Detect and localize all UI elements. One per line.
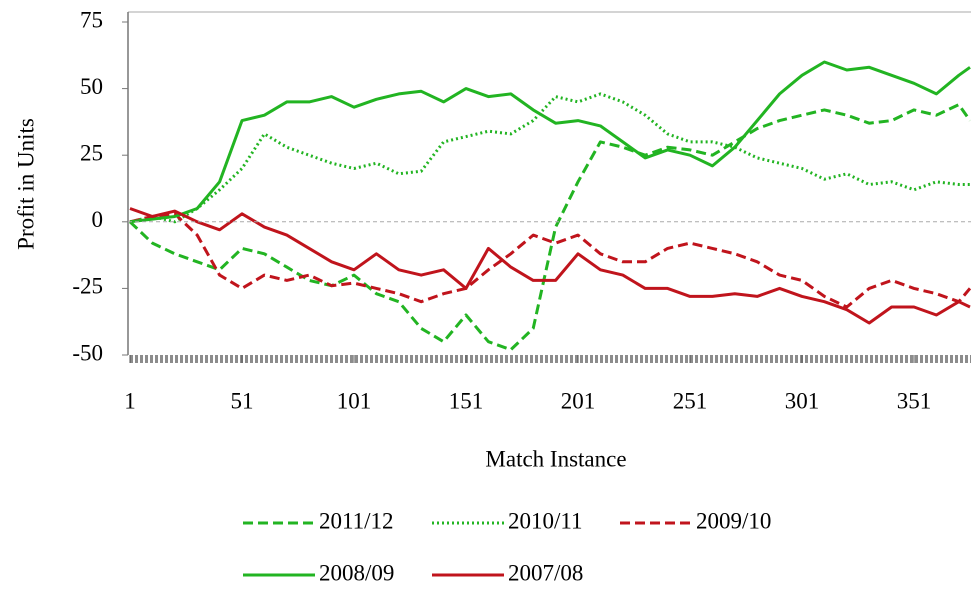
- series-line: [128, 103, 971, 352]
- x-tick-label: 301: [785, 388, 820, 413]
- y-tick-label: -25: [72, 274, 103, 299]
- x-tick-label: 251: [673, 388, 708, 413]
- y-tick-label: -50: [72, 340, 103, 365]
- series-line: [129, 60, 971, 224]
- plot-area: [128, 60, 971, 352]
- x-tick-label: 101: [337, 388, 372, 413]
- legend-label: 2009/10: [696, 508, 771, 533]
- y-tick-label: 75: [80, 7, 103, 32]
- series-line: [129, 207, 971, 325]
- x-tick-label: 1: [124, 388, 136, 413]
- x-tick-label: 51: [231, 388, 254, 413]
- y-tick-label: 0: [92, 207, 104, 232]
- legend-label: 2011/12: [319, 508, 394, 533]
- x-tick-label: 151: [449, 388, 484, 413]
- x-tick-label: 351: [897, 388, 932, 413]
- series-line: [129, 212, 971, 309]
- x-tick-label: 201: [561, 388, 596, 413]
- legend-label: 2007/08: [508, 560, 583, 585]
- legend-label: 2010/11: [508, 508, 583, 533]
- x-axis-title: Match Instance: [485, 446, 626, 471]
- y-axis-title: Profit in Units: [13, 118, 38, 250]
- legend-label: 2008/09: [319, 560, 394, 585]
- x-axis-ticks: [130, 355, 971, 363]
- y-tick-label: 50: [80, 74, 103, 99]
- series-line: [129, 92, 970, 224]
- y-tick-label: 25: [80, 140, 103, 165]
